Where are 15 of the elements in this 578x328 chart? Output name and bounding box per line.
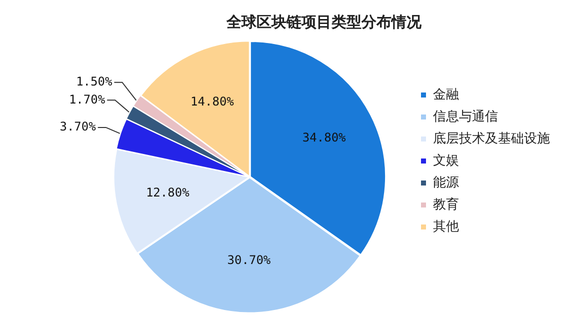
data-label: 1.50% — [76, 74, 113, 88]
legend-label: 文娱 — [433, 153, 459, 168]
legend-label: 金融 — [433, 87, 459, 102]
legend-label: 能源 — [433, 175, 459, 190]
legend-label: 其他 — [433, 219, 459, 234]
legend-label: 信息与通信 — [433, 109, 498, 124]
data-label: 30.70% — [227, 252, 272, 267]
data-label: 1.70% — [68, 92, 106, 106]
data-label: 12.80% — [146, 185, 190, 200]
chart-title: 全球区块链项目类型分布情况 — [226, 12, 422, 31]
data-label: 14.80% — [190, 94, 235, 108]
data-label: 34.80% — [302, 130, 347, 145]
legend-label: 教育 — [433, 196, 459, 212]
data-label: 3.70% — [60, 120, 97, 134]
legend-label: 底层技术及基础设施 — [433, 131, 550, 146]
